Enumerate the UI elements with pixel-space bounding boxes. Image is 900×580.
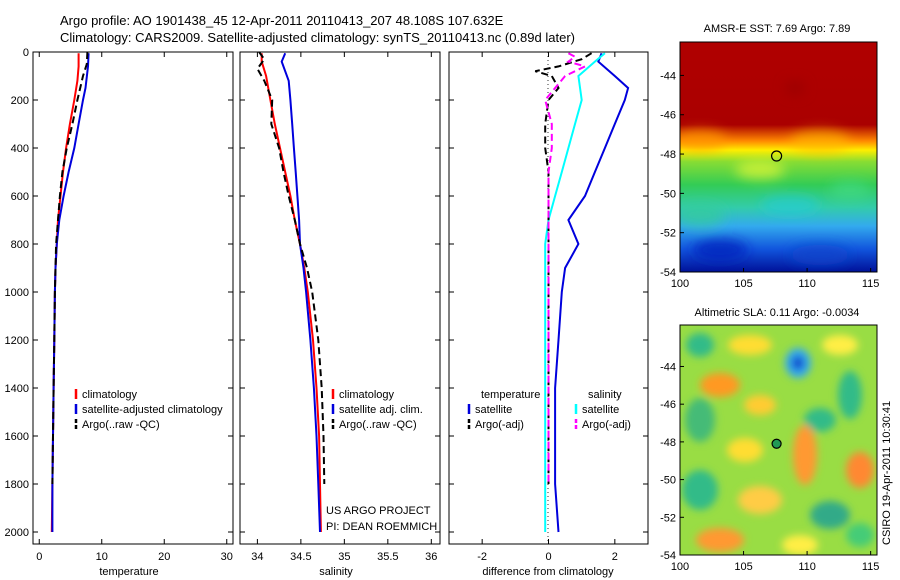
map-x-tick-label: 110 — [798, 278, 816, 290]
sst-argo-position-marker — [770, 150, 783, 162]
map-x-tick-label: 105 — [734, 561, 752, 573]
map-y-tick-label: -48 — [660, 437, 676, 449]
x-tick-label: 30 — [221, 551, 233, 563]
sla-argo-position-marker — [771, 438, 782, 449]
legend-label: satellite-adjusted climatology — [82, 404, 223, 416]
x-tick-label: 2 — [612, 551, 618, 563]
salinity-x-label: salinity — [319, 566, 353, 578]
temperature-x-ticks: 0 10 20 30 — [36, 52, 233, 563]
sla-map-title: Altimetric SLA: 0.11 Argo: -0.0034 — [695, 307, 860, 319]
sst-y-ticks: -44 -46 -48 -50 -52 -54 — [660, 70, 684, 279]
temperature-legend: climatology satellite-adjusted climatolog… — [74, 389, 223, 431]
temperature-y-ticks: 0 200 400 600 800 1000 1200 1400 1600 1800 2000 — [5, 47, 233, 539]
sst-map-panel: AMSR-E SST: 7.69 Argo: 7.89 -44 -46 -48 -50… — [660, 23, 879, 290]
map-x-tick-label: 100 — [671, 561, 689, 573]
x-tick-label: 10 — [96, 551, 108, 563]
sst-map-frame — [679, 41, 878, 273]
x-tick-label: 34 — [251, 551, 263, 563]
sst-map-title: AMSR-E SST: 7.69 Argo: 7.89 — [704, 23, 851, 35]
legend-label: Argo(-adj) — [475, 419, 524, 431]
difference-legend: temperature satellite Argo(-adj) salinity sa… — [467, 389, 631, 431]
difference-panel: -2 0 2 difference from climatology tempera… — [448, 51, 649, 578]
map-y-tick-label: -50 — [660, 188, 676, 200]
profile-series-line — [554, 52, 630, 533]
map-y-tick-label: -44 — [660, 70, 676, 82]
profile-series-line — [534, 52, 593, 484]
project-annotation-line-2: PI: DEAN ROEMMICH — [326, 521, 437, 533]
salinity-legend: climatology satellite adj. clim. Argo(..ra… — [331, 389, 423, 431]
legend-label: satellite adj. clim. — [339, 404, 423, 416]
profile-series-line — [544, 52, 588, 484]
x-tick-label: 0 — [545, 551, 551, 563]
temperature-x-label: temperature — [99, 566, 158, 578]
legend-label: Argo(..raw -QC) — [339, 419, 417, 431]
map-y-tick-label: -46 — [660, 110, 676, 122]
difference-series — [534, 52, 630, 533]
legend-label: salinity — [588, 389, 622, 401]
legend-label: climatology — [339, 389, 395, 401]
map-y-tick-label: -50 — [660, 475, 676, 487]
y-tick-label: 800 — [11, 239, 29, 251]
map-y-tick-label: -52 — [660, 512, 676, 524]
sla-map-panel: Altimetric SLA: 0.11 Argo: -0.0034 — [660, 307, 893, 573]
salinity-series — [256, 51, 326, 533]
x-tick-label: 35.5 — [377, 551, 398, 563]
profile-series-line — [280, 52, 321, 533]
legend-label: Argo(-adj) — [582, 419, 631, 431]
y-tick-label: 2000 — [5, 527, 29, 539]
y-tick-label: 0 — [23, 47, 29, 59]
map-x-tick-label: 110 — [798, 561, 816, 573]
y-tick-label: 1400 — [5, 383, 29, 395]
sla-side-label: CSIRO 19-Apr-2011 10:30:41 — [881, 401, 893, 545]
sla-map-frame — [679, 324, 878, 556]
difference-y-ticks — [449, 51, 648, 533]
y-tick-label: 1200 — [5, 335, 29, 347]
temperature-series — [50, 51, 90, 533]
project-annotation-line-1: US ARGO PROJECT — [326, 505, 431, 517]
y-tick-label: 400 — [11, 143, 29, 155]
map-y-tick-label: -44 — [660, 361, 676, 373]
difference-x-label: difference from climatology — [482, 566, 614, 578]
temperature-panel: 0 200 400 600 800 1000 1200 1400 1600 1800 2000 0 1… — [5, 47, 234, 578]
sst-field — [680, 42, 877, 272]
x-tick-label: 35 — [338, 551, 350, 563]
map-y-tick-label: -46 — [660, 399, 676, 411]
y-tick-label: 200 — [11, 95, 29, 107]
header-line-2: Climatology: CARS2009. Satellite-adjuste… — [60, 30, 575, 45]
legend-label: satellite — [582, 404, 619, 416]
map-y-tick-label: -48 — [660, 149, 676, 161]
header-line-1: Argo profile: AO 1901438_45 12-Apr-2011 … — [60, 13, 504, 28]
map-x-tick-label: 100 — [671, 278, 689, 290]
x-tick-label: 20 — [158, 551, 170, 563]
x-tick-label: 34.5 — [290, 551, 311, 563]
y-tick-label: 1600 — [5, 431, 29, 443]
legend-label: Argo(..raw -QC) — [82, 419, 160, 431]
salinity-axes-box — [239, 51, 441, 545]
map-y-tick-label: -52 — [660, 228, 676, 240]
map-y-tick-label: -54 — [660, 267, 676, 279]
x-tick-label: 0 — [36, 551, 42, 563]
x-tick-label: -2 — [477, 551, 487, 563]
sla-x-ticks: 100 105 110 115 — [671, 551, 880, 573]
salinity-y-ticks — [240, 51, 440, 533]
profile-series-line — [51, 51, 89, 485]
difference-x-ticks: -2 0 2 — [477, 52, 618, 563]
legend-label: temperature — [481, 389, 540, 401]
salinity-x-ticks: 34 34.5 35 35.5 36 — [251, 52, 437, 563]
legend-label: satellite — [475, 404, 512, 416]
map-x-tick-label: 115 — [862, 278, 880, 290]
x-tick-label: 36 — [425, 551, 437, 563]
legend-label: climatology — [82, 389, 138, 401]
map-y-tick-label: -54 — [660, 550, 676, 562]
sst-x-ticks: 100 105 110 115 — [671, 268, 880, 290]
y-tick-label: 1800 — [5, 479, 29, 491]
salinity-panel: 34 34.5 35 35.5 36 salinity climatology satel… — [239, 51, 441, 578]
y-tick-label: 600 — [11, 191, 29, 203]
temperature-axes-box — [32, 51, 234, 545]
sla-y-ticks: -44 -46 -48 -50 -52 -54 — [660, 361, 684, 562]
map-x-tick-label: 115 — [862, 561, 880, 573]
map-x-tick-label: 105 — [734, 278, 752, 290]
y-tick-label: 1000 — [5, 287, 29, 299]
